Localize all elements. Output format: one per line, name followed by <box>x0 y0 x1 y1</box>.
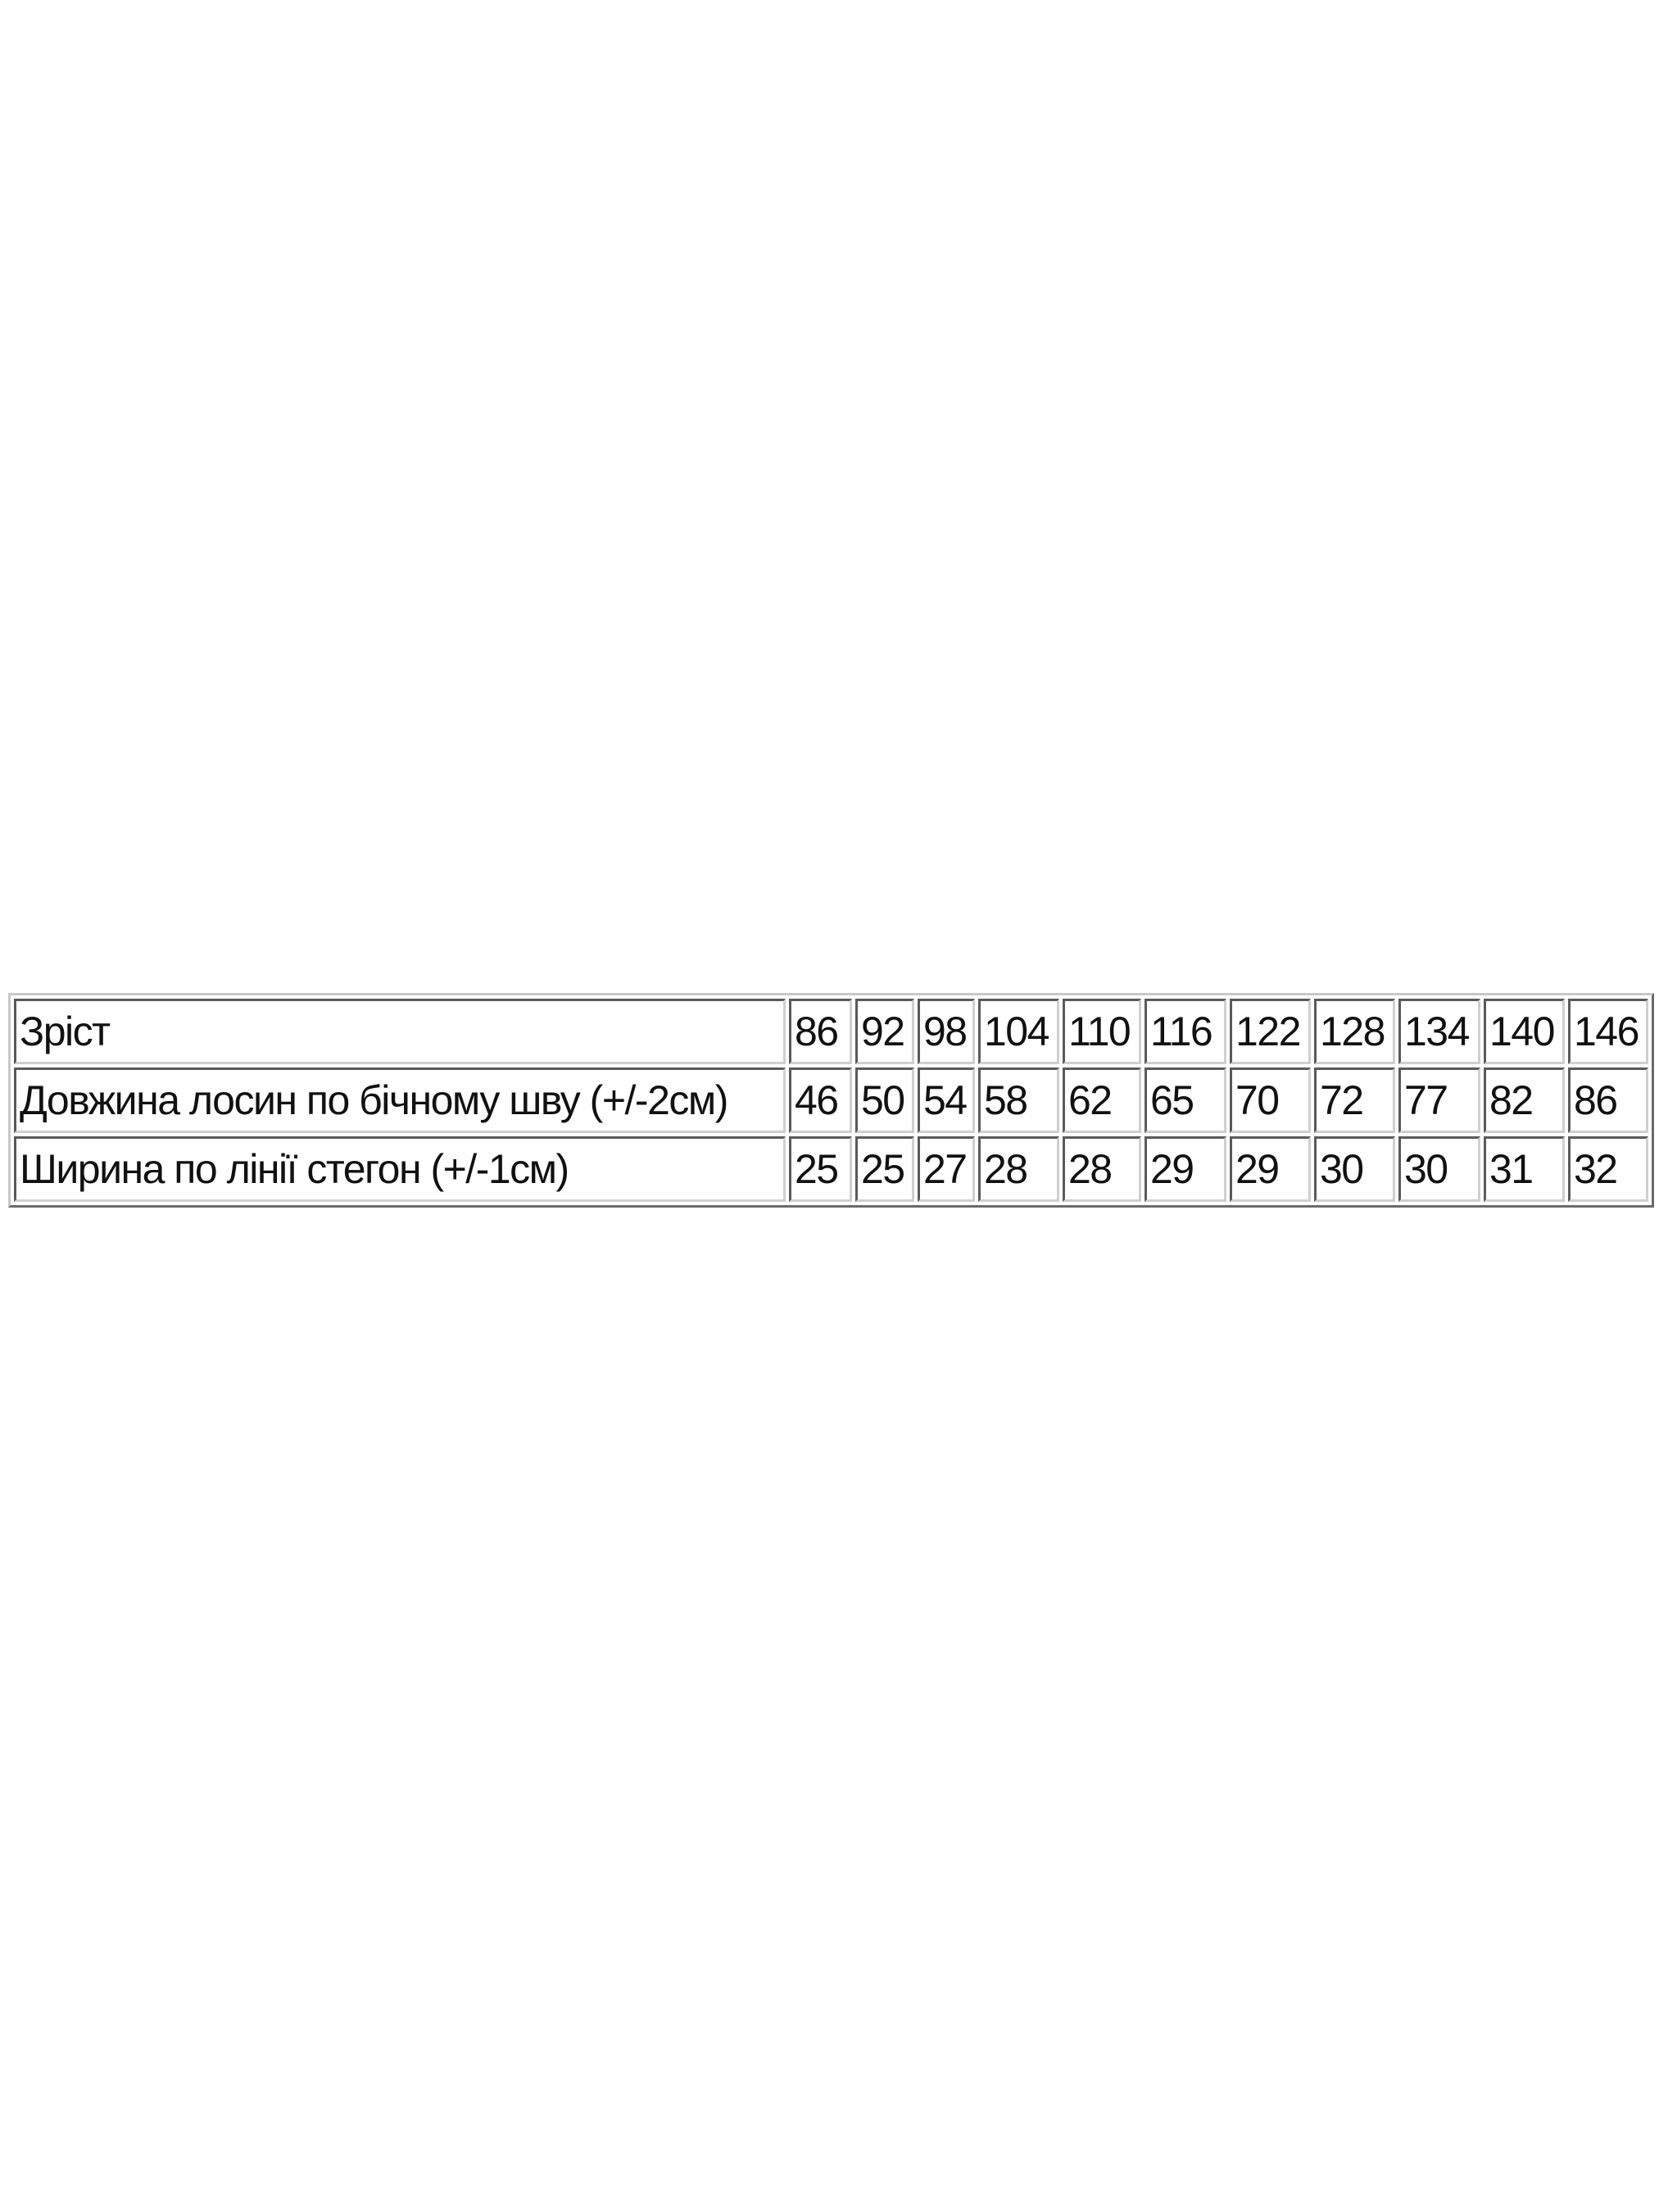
row-label: Зріст <box>14 999 786 1064</box>
table-cell: 62 <box>1063 1067 1141 1133</box>
table-cell: 30 <box>1314 1136 1395 1202</box>
table-cell: 134 <box>1398 999 1480 1064</box>
table-cell: 70 <box>1230 1067 1311 1133</box>
table-cell: 46 <box>789 1067 852 1133</box>
table-cell: 31 <box>1484 1136 1565 1202</box>
table-cell: 25 <box>855 1136 914 1202</box>
table-cell: 146 <box>1568 999 1648 1064</box>
table-cell: 140 <box>1484 999 1565 1064</box>
table-cell: 58 <box>978 1067 1059 1133</box>
table-cell: 72 <box>1314 1067 1395 1133</box>
table-cell: 104 <box>978 999 1059 1064</box>
table-cell: 77 <box>1398 1067 1480 1133</box>
table-cell: 29 <box>1230 1136 1311 1202</box>
table-cell: 86 <box>1568 1067 1648 1133</box>
size-chart-table: Зріст 86 92 98 104 110 116 122 128 134 140 146 Довжи… <box>8 993 1654 1208</box>
table-cell: 116 <box>1145 999 1226 1064</box>
table-cell: 50 <box>855 1067 914 1133</box>
table-cell: 128 <box>1314 999 1395 1064</box>
table-cell: 98 <box>918 999 975 1064</box>
table-cell: 86 <box>789 999 852 1064</box>
hip-width-row: Ширина по лінії стегон (+/-1см) 25 25 27 28 2… <box>14 1136 1648 1202</box>
table-cell: 29 <box>1145 1136 1226 1202</box>
row-label: Ширина по лінії стегон (+/-1см) <box>14 1136 786 1202</box>
table-cell: 92 <box>855 999 914 1064</box>
table-cell: 28 <box>1063 1136 1141 1202</box>
table-cell: 25 <box>789 1136 852 1202</box>
table-cell: 54 <box>918 1067 975 1133</box>
table-cell: 28 <box>978 1136 1059 1202</box>
leggings-length-row: Довжина лосин по бічному шву (+/-2см) 46 5… <box>14 1067 1648 1133</box>
table-cell: 32 <box>1568 1136 1648 1202</box>
table-cell: 30 <box>1398 1136 1480 1202</box>
height-row: Зріст 86 92 98 104 110 116 122 128 134 140 146 <box>14 999 1648 1064</box>
row-label: Довжина лосин по бічному шву (+/-2см) <box>14 1067 786 1133</box>
table-cell: 27 <box>918 1136 975 1202</box>
table-cell: 82 <box>1484 1067 1565 1133</box>
table-cell: 110 <box>1063 999 1141 1064</box>
table-cell: 65 <box>1145 1067 1226 1133</box>
table-cell: 122 <box>1230 999 1311 1064</box>
